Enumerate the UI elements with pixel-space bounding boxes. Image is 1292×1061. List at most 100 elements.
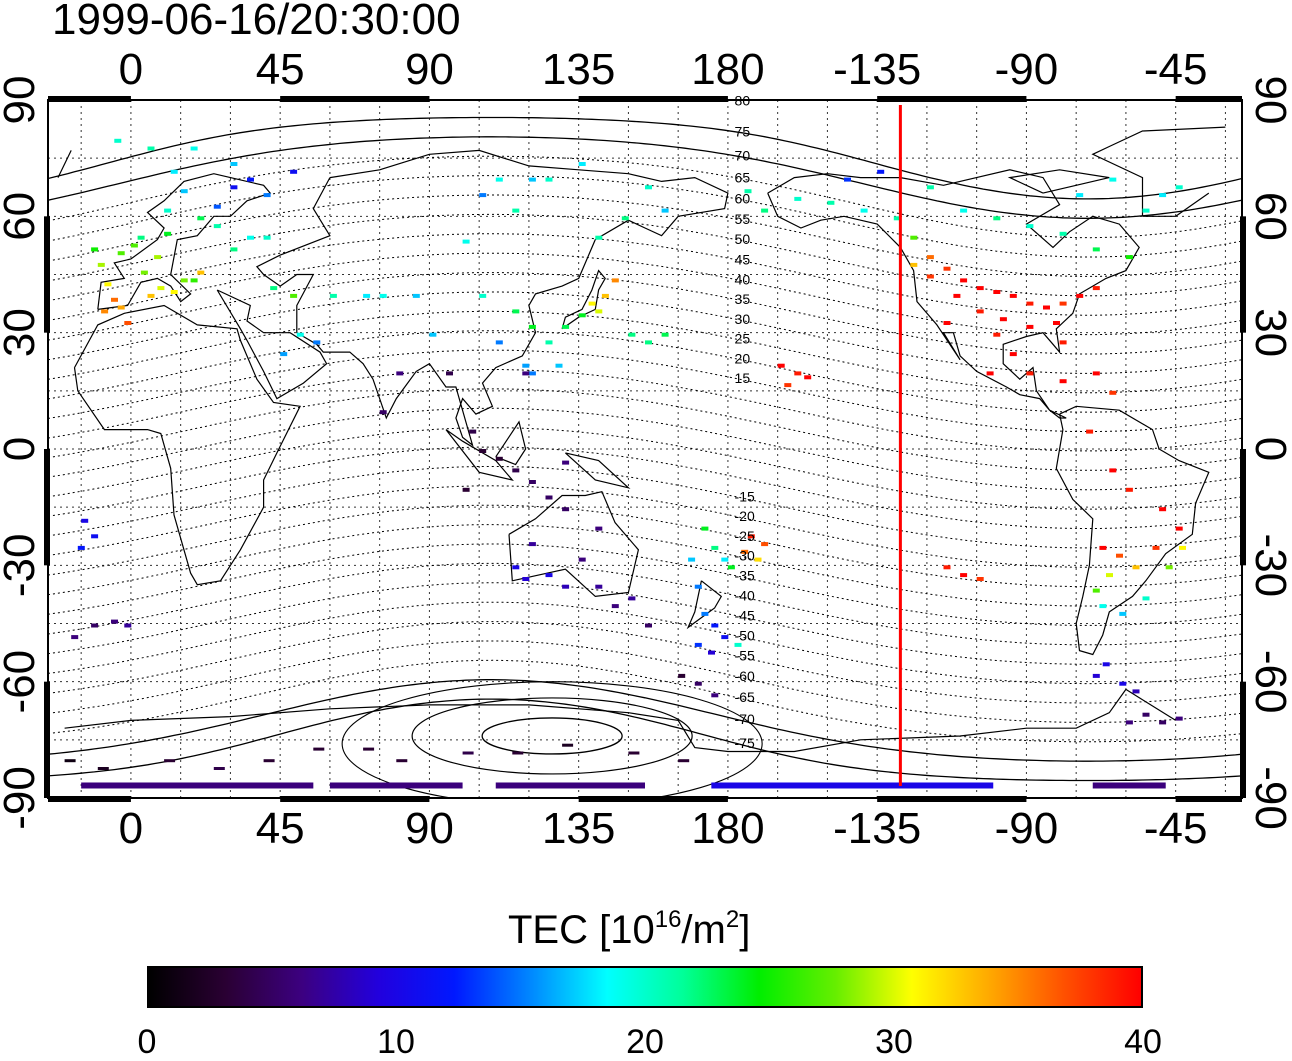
tec-cell [462,751,474,755]
left-latitude-tick-label: 60 [0,192,44,241]
south-magnetic-oval-middle [411,697,693,775]
tec-cell [512,468,520,473]
magnetic-latitude-label: 35 [735,291,751,307]
colorbar-title-unit-exponent: 2 [725,906,740,933]
tec-data-cells [64,138,1186,789]
tec-cell [363,747,375,751]
tec-cell [1159,193,1167,198]
tec-cell [804,375,812,380]
tec-cell [64,759,76,763]
tec-cell [960,208,968,213]
top-longitude-tick-label: -135 [833,45,921,94]
tec-cell [91,247,99,252]
tec-cell [694,681,702,686]
tec-cell [1053,321,1060,325]
tec-cell [1175,526,1183,531]
tec-cell [1119,611,1127,616]
colorbar-tick-label: 40 [1124,1023,1162,1061]
tec-cell [1059,231,1067,236]
tec-cell [528,371,536,376]
tec-cell [469,429,477,434]
tec-cell [976,309,984,314]
tec-cell [111,297,118,302]
magnetic-latitude-label: -60 [735,668,755,684]
tec-cell [628,751,640,755]
tec-cell [645,623,652,628]
magnetic-latitude-contour [48,136,1242,219]
tec-cell [960,573,968,578]
tec-cell [678,673,686,678]
magnetic-latitude-label: 75 [735,124,751,140]
magnetic-latitude-contour [48,659,1242,743]
tec-cell [562,743,574,747]
tec-cell [97,262,105,267]
tec-cell [926,255,934,260]
tec-cell [479,449,487,453]
tec-cell [396,371,404,376]
tec-cell [784,383,792,388]
tec-cell [943,321,951,325]
tec-cell [999,317,1007,322]
tec-cell [926,185,934,190]
tec-cell [124,321,132,325]
right-latitude-tick-label: 0 [1246,437,1292,461]
tec-cell [512,565,520,570]
tec-cell [270,286,278,291]
tec-cell [1009,293,1017,298]
tec-cell [754,557,762,562]
tec-cell [379,410,387,415]
tec-cell [111,619,118,624]
tec-cell [290,169,298,174]
coastline [64,688,1177,753]
tec-cell [230,247,238,252]
tec-polar-swath [711,782,994,789]
tec-cell [1132,689,1140,694]
frame-bar-right [1240,681,1246,798]
coastline [561,269,606,330]
tec-cell [1116,553,1123,558]
tec-cell [678,759,690,763]
right-latitude-tick-label: 30 [1246,308,1292,357]
right-latitude-tick-label: -30 [1246,534,1292,598]
tec-cell [926,274,934,279]
left-latitude-tick-label: 0 [0,437,44,461]
tec-cell [1159,507,1167,512]
map-title: 1999-06-16/20:30:00 [52,0,461,44]
right-latitude-tick-label: 60 [1246,192,1292,241]
tec-cell [545,495,553,500]
tec-cell [1026,301,1034,306]
frame-bar-left [44,216,50,333]
top-longitude-tick-label: 135 [542,45,615,94]
magnetic-latitude-label: -45 [735,607,755,623]
tec-cell [976,577,984,581]
colorbar-title: TEC [1016/m2] [508,906,750,954]
frame-bar-right [1240,216,1246,333]
tec-cell [595,584,603,589]
tec-cell [545,340,553,345]
tec-cell [263,235,271,240]
coastline [1007,169,1110,194]
tec-cell [180,278,188,283]
tec-cell [1043,305,1050,310]
tec-cell [711,693,719,698]
magnetic-latitude-label: 70 [735,148,751,164]
tec-cell [794,371,802,376]
tec-cell [512,309,520,314]
tec-cell [721,557,729,562]
tec-cell [77,545,85,550]
tec-cell [522,363,530,368]
tec-cell [247,177,254,182]
tec-cell [1175,185,1183,190]
frame-tick-bars [44,96,1246,802]
tec-cell [462,487,470,492]
tec-cell [877,169,885,174]
tec-cell [91,534,99,539]
tec-cell [734,642,742,647]
tec-cell [711,545,719,550]
tec-cell [562,507,570,512]
tec-cell [147,146,155,151]
magnetic-latitude-label: -65 [735,689,755,705]
tec-cell [960,278,968,283]
tec-cell [1092,247,1100,252]
tec-cell [1076,293,1084,298]
